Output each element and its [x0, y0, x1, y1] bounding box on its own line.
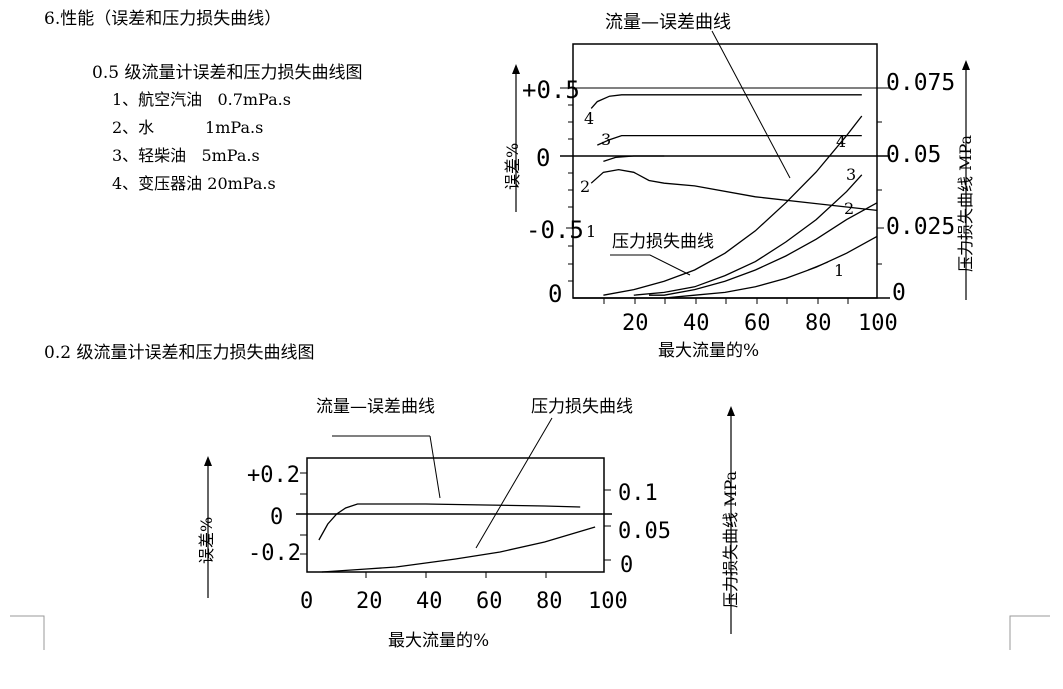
chart1-curve-label: 1 — [834, 261, 844, 280]
chart2-error-curve — [318, 503, 581, 541]
chart1-y-right-tick: 0 — [892, 280, 906, 306]
chart1-error-curves — [590, 94, 878, 212]
chart1-title: 0.5 级流量计误差和压力损失曲线图 — [92, 63, 363, 83]
chart2-y-left-tick: +0.2 — [247, 463, 300, 488]
chart1-pressure-series-2 — [633, 174, 863, 296]
chart1-y-right-tick: 0.025 — [886, 214, 955, 240]
chart2-title: 0.2 级流量计误差和压力损失曲线图 — [44, 343, 315, 363]
list-item: 1、航空汽油 0.7mPa.s — [112, 90, 291, 109]
arrow-up-icon — [512, 64, 520, 74]
chart2-pressure-leader — [475, 417, 553, 549]
page-corner-marks — [10, 615, 1050, 650]
chart1-y-left-tick: 0 — [536, 144, 550, 172]
chart2-frame — [306, 457, 605, 573]
chart1-pressure-leader — [610, 254, 691, 276]
chart1-error-series-4 — [590, 168, 878, 212]
chart1-x-tick: 40 — [683, 311, 710, 336]
chart1-curve-label: 4 — [584, 109, 594, 128]
chart1-pressure-series-4 — [664, 235, 878, 299]
chart1-pressure-series-1 — [603, 115, 863, 296]
chart1-curve-label: 2 — [844, 199, 854, 218]
chart1: 流量—误差曲线 压力损失曲线 +0.5 0 -0.5 0 0.075 0.05 … — [503, 12, 975, 361]
chart1-error-series-1 — [590, 94, 862, 109]
fluid-list: 1、航空汽油 0.7mPa.s 2、水 1mPa.s 3、轻柴油 5mPa.s … — [112, 86, 291, 198]
arrow-up-icon — [204, 456, 212, 466]
chart1-error-series-2 — [597, 134, 862, 146]
chart1-y-left-tick: +0.5 — [522, 76, 580, 104]
chart1-y-left-tick: -0.5 — [526, 216, 584, 244]
chart2-pressure-curve — [321, 526, 596, 573]
chart1-x-tick: 20 — [622, 311, 649, 336]
chart1-error-annotation: 流量—误差曲线 — [605, 12, 731, 33]
chart1-curve-label: 1 — [586, 222, 596, 241]
chart1-curve1-leader — [807, 261, 829, 271]
chart1-y-left-tick: 0 — [548, 280, 562, 308]
chart2-x-tick: 0 — [300, 589, 313, 614]
chart2-x-tick: 60 — [476, 589, 503, 614]
chart1-pressure-annotation: 压力损失曲线 — [612, 232, 714, 252]
chart2: 流量—误差曲线 压力损失曲线 +0.2 0 -0.2 0.1 0.05 0 0 … — [197, 397, 740, 651]
chart2-pressure-series-1 — [321, 526, 596, 573]
chart1-curve-label: 4 — [836, 132, 846, 151]
chart2-y-right-tick: 0.1 — [618, 481, 658, 506]
chart1-curve-label: 3 — [846, 165, 856, 184]
chart2-x-tick: 100 — [588, 589, 628, 614]
list-item: 4、变压器油 20mPa.s — [112, 174, 276, 193]
chart2-y-left-tick: 0 — [270, 505, 283, 530]
arrow-up-icon — [962, 60, 970, 70]
chart2-error-annotation: 流量—误差曲线 — [316, 397, 435, 417]
chart2-y-left-tick: -0.2 — [248, 541, 301, 566]
chart1-error-leader — [711, 30, 791, 179]
list-item: 3、轻柴油 5mPa.s — [112, 146, 260, 165]
chart1-x-tick: 60 — [744, 311, 771, 336]
section-heading: 6.性能（误差和压力损失曲线） — [44, 9, 282, 29]
chart1-curve-label: 3 — [601, 130, 611, 149]
chart1-x-tick: 100 — [858, 311, 898, 336]
chart1-pressure-series-3 — [649, 202, 878, 296]
chart1-x-tick: 80 — [805, 311, 832, 336]
chart2-y-right-label: 压力损失曲线 MPa — [721, 470, 740, 608]
chart1-y-right-tick: 0.075 — [886, 70, 955, 96]
chart1-y-right-label: 压力损失曲线 MPa — [956, 134, 975, 272]
chart1-curve-label: 2 — [580, 177, 590, 196]
chart1-x-label: 最大流量的% — [658, 341, 759, 361]
chart1-pressure-curves — [603, 115, 878, 299]
chart2-x-tick: 80 — [536, 589, 563, 614]
chart2-error-leader — [429, 435, 441, 499]
list-item: 2、水 1mPa.s — [112, 118, 264, 137]
chart1-error-series-3 — [603, 155, 665, 163]
arrow-up-icon — [727, 406, 735, 416]
chart2-y-left-label: 误差% — [197, 517, 216, 564]
chart1-y-left-label: 误差% — [503, 143, 522, 190]
chart1-y-right-tick: 0.05 — [886, 142, 941, 168]
chart2-x-label: 最大流量的% — [388, 631, 489, 651]
chart2-x-tick: 20 — [356, 589, 383, 614]
chart2-y-right-tick: 0 — [620, 553, 633, 578]
chart2-y-right-tick: 0.05 — [618, 519, 671, 544]
chart2-error-series-1 — [318, 503, 581, 541]
chart2-x-tick: 40 — [416, 589, 443, 614]
chart2-pressure-annotation: 压力损失曲线 — [531, 397, 633, 417]
